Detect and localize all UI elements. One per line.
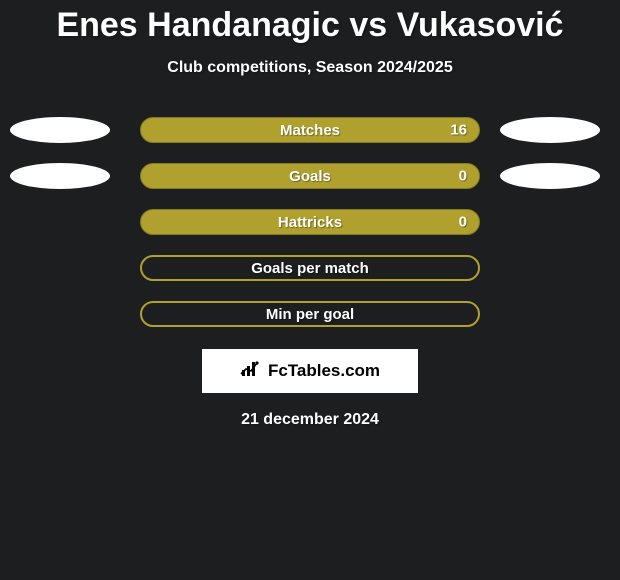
right-marker-ellipse (500, 163, 600, 189)
stat-label: Matches (280, 122, 340, 139)
stat-value: 0 (459, 168, 467, 185)
stat-label: Min per goal (266, 306, 354, 323)
brand-box: FcTables.com (202, 349, 418, 393)
stat-rows: Matches 16 Goals 0 Hattricks 0 Goals per match… (0, 117, 620, 327)
left-marker-ellipse (10, 163, 110, 189)
stat-row: Goals per match (0, 255, 620, 281)
brand-text: FcTables.com (268, 361, 380, 381)
stat-value: 0 (459, 214, 467, 231)
stat-row: Hattricks 0 (0, 209, 620, 235)
stat-label: Hattricks (278, 214, 342, 231)
page-title: Enes Handanagic vs Vukasović (0, 0, 620, 45)
subtitle: Club competitions, Season 2024/2025 (0, 59, 620, 77)
stat-bar: Goals 0 (140, 163, 480, 189)
stat-bar: Goals per match (140, 255, 480, 281)
stat-bar: Matches 16 (140, 117, 480, 143)
date-text: 21 december 2024 (0, 411, 620, 429)
stat-label: Goals (289, 168, 331, 185)
stat-bar: Hattricks 0 (140, 209, 480, 235)
stat-label: Goals per match (251, 260, 369, 277)
stat-row: Matches 16 (0, 117, 620, 143)
stat-row: Goals 0 (0, 163, 620, 189)
stat-row: Min per goal (0, 301, 620, 327)
stat-bar: Min per goal (140, 301, 480, 327)
left-marker-ellipse (10, 117, 110, 143)
bar-chart-icon (240, 360, 262, 383)
right-marker-ellipse (500, 117, 600, 143)
stat-value: 16 (450, 122, 467, 139)
comparison-infographic: Enes Handanagic vs Vukasović Club compet… (0, 0, 620, 580)
